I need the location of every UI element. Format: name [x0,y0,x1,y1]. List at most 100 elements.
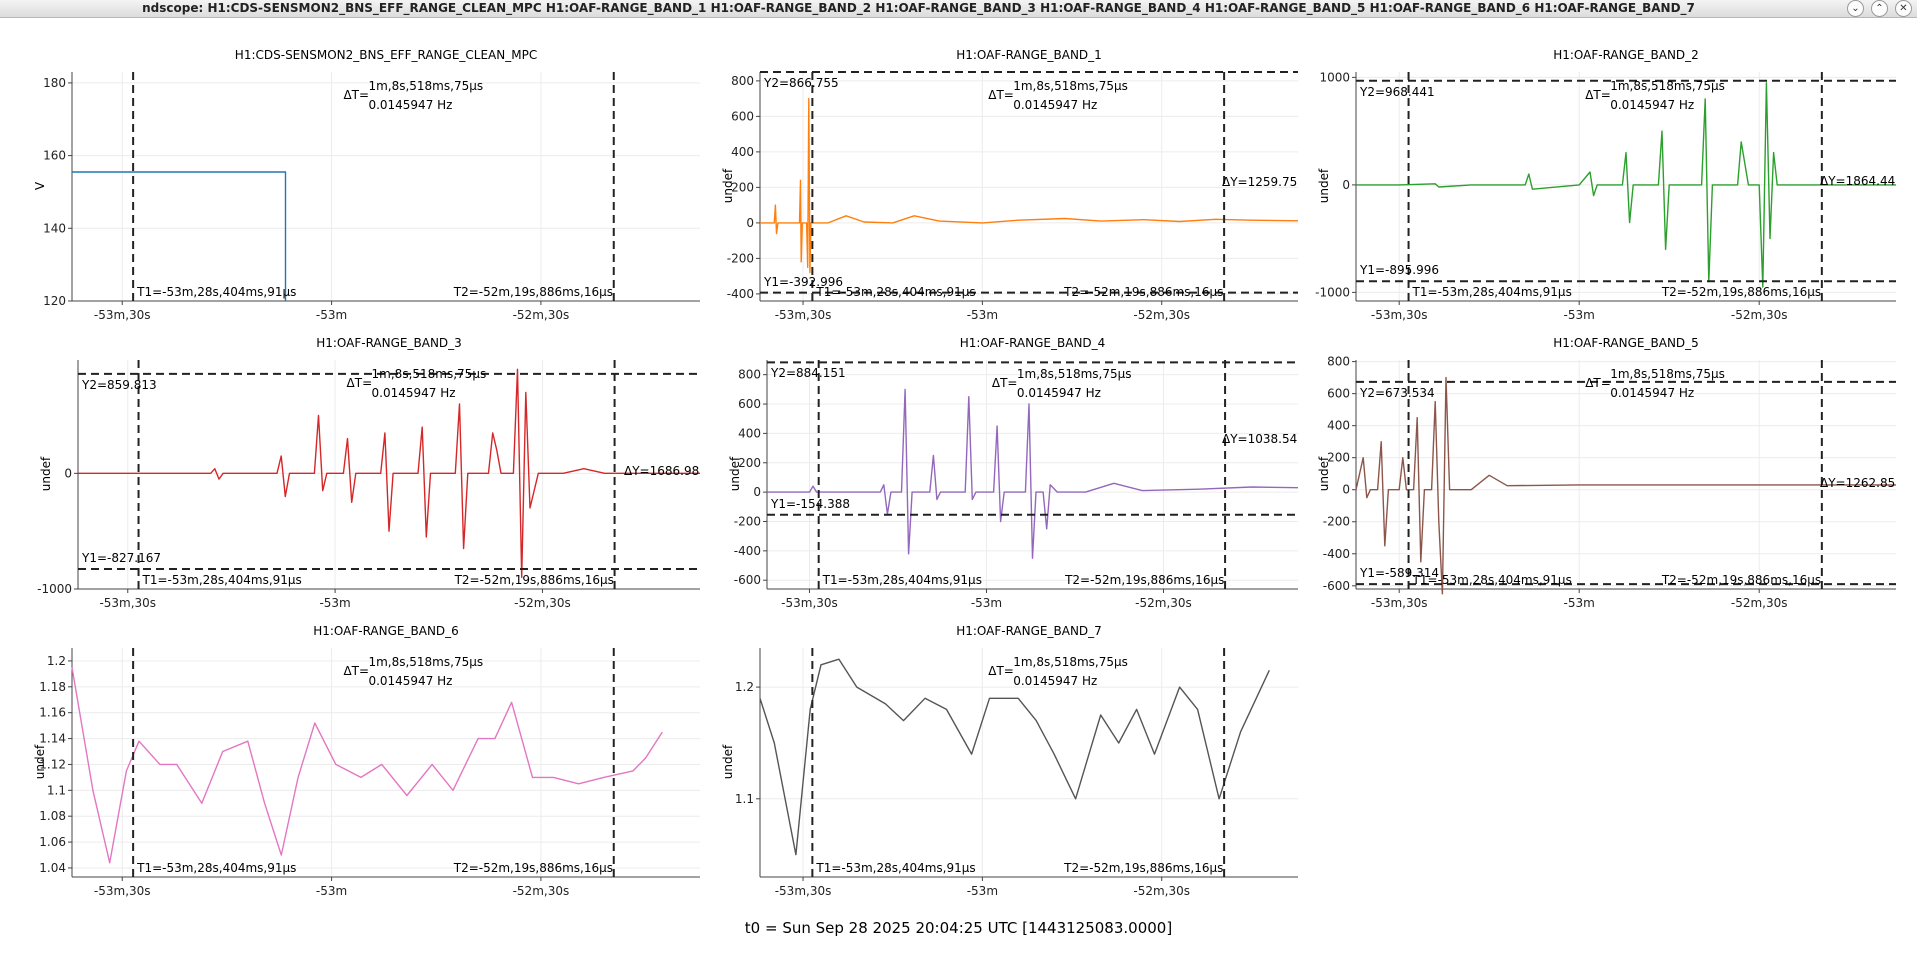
y1-cursor-label: Y1=-154.388 [771,496,850,511]
t1-cursor-label: T1=-53m,28s,404ms,91μs [137,861,297,875]
y2-cursor-label: Y2=968.441 [1360,84,1435,99]
dt-value-label: 1m,8s,518ms,75μs [368,655,484,669]
y-tick-label: 800 [1327,355,1350,369]
dt-frequency-label: 0.0145947 Hz [1013,674,1098,688]
plot-canvas[interactable]: -600 -400 -200 0 200 400 600 800 -53m,30s -53m -52… [734,360,1299,610]
y1-cursor-label: Y1=-827.167 [82,551,161,565]
maximize-button[interactable]: ⌃ [1871,0,1888,17]
dt-label: ΔT= [343,664,370,678]
plot-panel[interactable]: H1:OAF-RANGE_BAND_1 undef -400 -200 0 200 400 6… [721,48,1299,322]
y-tick-label: -200 [727,251,754,265]
x-tick-label: -53m [316,884,347,898]
x-tick-label: -52m,30s [1731,596,1788,610]
y-tick-label: 1.2 [47,654,66,668]
dt-frequency-label: 0.0145947 Hz [371,386,456,400]
t1-cursor-label: T1=-53m,28s,404ms,91μs [822,573,982,587]
x-tick-label: -52m,30s [513,884,570,898]
y-tick-label: 200 [1327,451,1350,465]
y-tick-label: -600 [1323,579,1350,593]
plot-canvas[interactable]: -400 -200 0 200 400 600 800 -53m,30s -53m -52m,30… [727,71,1299,322]
plot-title: H1:OAF-RANGE_BAND_2 [1553,48,1699,62]
t2-cursor-label: T2=-52m,19s,886ms,16μs [453,861,614,875]
y2-cursor-label: Y2=673.534 [1360,385,1435,400]
dt-label: ΔT= [988,88,1014,102]
y-tick-label: 1.1 [735,792,754,806]
y-tick-label: 180 [43,76,66,90]
dt-value-label: 1m,8s,518ms,75μs [1610,79,1725,93]
y-tick-label: 1.06 [39,835,66,849]
y-tick-label: 1000 [1319,70,1350,84]
series-line [759,658,1270,856]
dy-label: ΔY=1864.44 [1820,173,1896,188]
plot-panel[interactable]: H1:OAF-RANGE_BAND_3 undef -1000 0 -53m,30s -5… [37,336,700,610]
y2-cursor-label: Y2=884.151 [771,366,846,381]
plot-title: H1:CDS-SENSMON2_BNS_EFF_RANGE_CLEAN_MPC [234,48,538,62]
dt-value-label: 1m,8s,518ms,75μs [1013,79,1128,93]
dt-label: ΔT= [343,88,370,102]
x-tick-label: -53m [967,308,998,322]
x-tick-label: -53m,30s [775,308,832,322]
plot-panel[interactable]: H1:CDS-SENSMON2_BNS_EFF_RANGE_CLEAN_MPC V… [33,48,700,322]
plot-title: H1:OAF-RANGE_BAND_5 [1553,336,1699,350]
plot-title: H1:OAF-RANGE_BAND_6 [313,624,459,638]
dt-label: ΔT= [988,664,1014,678]
y-tick-label: 1.12 [39,757,66,771]
dt-label: ΔT= [991,376,1018,390]
dy-label: ΔY=1686.98 [624,464,700,479]
close-button[interactable]: ✕ [1895,0,1912,17]
y-tick-label: 0 [1342,178,1350,192]
plot-canvas[interactable]: 1.1 1.2 -53m,30s -53m -52m,30s [735,648,1298,898]
y-tick-label: -400 [1323,547,1350,561]
y-tick-label: 0 [746,216,754,230]
plot-panel[interactable]: H1:OAF-RANGE_BAND_6 undef 1.04 1.06 1.08 1.1 1… [33,624,700,898]
y-tick-label: 200 [738,456,761,470]
window-titlebar[interactable]: ndscope: H1:CDS-SENSMON2_BNS_EFF_RANGE_C… [0,0,1917,18]
plot-canvas[interactable]: 120 140 160 180 -53m,30s -53m -52m,30s [43,72,700,322]
y2-cursor-label: Y2=866.755 [764,76,839,90]
plot-panel[interactable]: H1:OAF-RANGE_BAND_7 undef 1.1 1.2 -53m,30s -5… [721,624,1298,898]
plot-title: H1:OAF-RANGE_BAND_4 [959,336,1106,350]
series-line [1355,376,1896,595]
x-tick-label: -53m,30s [99,596,156,610]
plot-canvas[interactable]: -1000 0 1000 -53m,30s -53m -52m,30s [1315,70,1896,322]
x-tick-label: -52m,30s [514,596,571,610]
dt-frequency-label: 0.0145947 Hz [1610,386,1695,400]
plot-title: H1:OAF-RANGE_BAND_1 [956,48,1102,62]
plot-panel[interactable]: H1:OAF-RANGE_BAND_4 undef -600 -400 -200 0 200… [728,336,1299,610]
x-tick-label: -53m,30s [1371,596,1428,610]
x-tick-label: -53m,30s [94,308,151,322]
y1-cursor-label: Y1=-589.314 [1360,566,1439,581]
x-tick-label: -53m [967,884,998,898]
y-tick-label: 200 [731,180,754,194]
y-tick-label: 1.04 [39,861,66,875]
plot-canvas[interactable]: -1000 0 -53m,30s -53m -52m,30s [37,360,700,610]
series-line [760,97,1299,274]
y-tick-label: 600 [731,109,754,123]
minimize-button[interactable]: ⌄ [1847,0,1864,17]
plot-canvas[interactable]: 1.04 1.06 1.08 1.1 1.12 1.14 1.16 1.18 1.2 -53m,3… [39,648,700,898]
series-line [1356,82,1896,288]
y-tick-label: 1.14 [39,732,66,746]
series-line [71,667,663,864]
y-tick-label: -400 [734,544,761,558]
t1-cursor-label: T1=-53m,28s,404ms,91μs [137,285,297,299]
dt-value-label: 1m,8s,518ms,75μs [368,79,484,93]
y-axis-label: undef [1317,168,1331,203]
dt-frequency-label: 0.0145947 Hz [1016,386,1101,400]
plot-title: H1:OAF-RANGE_BAND_7 [956,624,1102,638]
y-tick-label: 800 [738,368,761,382]
plot-panel[interactable]: H1:OAF-RANGE_BAND_5 undef -600 -400 -200 0 200… [1317,336,1896,610]
y-tick-label: 600 [1327,387,1350,401]
dt-value-label: 1m,8s,518ms,75μs [1610,367,1725,381]
t1-cursor-label: T1=-53m,28s,404ms,91μs [816,861,976,875]
y-tick-label: 400 [731,145,754,159]
t2-cursor-label: T2=-52m,19s,886ms,16μs [454,573,614,587]
dt-value-label: 1m,8s,518ms,75μs [1013,655,1128,669]
series-line [767,388,1299,559]
y-axis-label: V [33,181,47,190]
plot-panel[interactable]: H1:OAF-RANGE_BAND_2 undef -1000 0 1000 -53m,3… [1315,48,1896,322]
plot-canvas[interactable]: -600 -400 -200 0 200 400 600 800 -53m,30s -53m -52… [1323,355,1896,610]
t2-cursor-label: T2=-52m,19s,886ms,16μs [453,285,614,299]
y-axis-label: undef [721,744,735,779]
y-tick-label: 1.2 [735,680,754,694]
